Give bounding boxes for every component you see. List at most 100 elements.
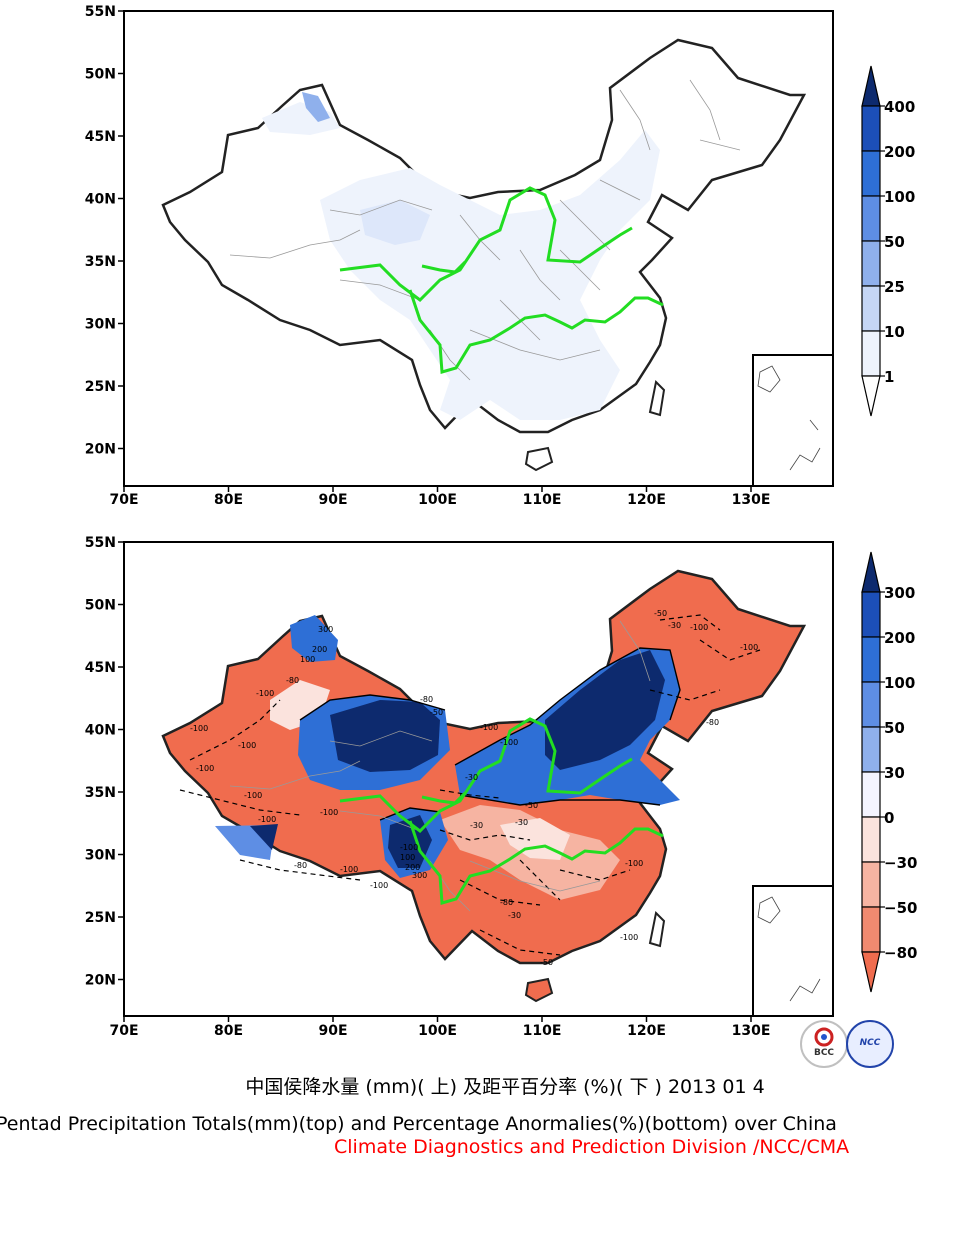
contour-label: -30: [508, 911, 521, 920]
contour-label: -50: [525, 801, 538, 810]
colorbar-label: 1: [884, 368, 894, 386]
contour-label: -100: [256, 689, 274, 698]
contour-label: -100: [320, 808, 338, 817]
contour-label: -100: [244, 791, 262, 800]
lat-tick-label: 55N: [85, 535, 116, 551]
lon-tick-label: 130E: [732, 1023, 771, 1039]
lat-tick-label: 35N: [85, 254, 116, 270]
anomaly-positive-xinjiang: [290, 615, 338, 662]
contour-label: -100: [620, 933, 638, 942]
contour-label: 300: [318, 625, 333, 634]
latitude-ticks: 55N 50N 45N 40N 35N 30N 25N 20N: [85, 4, 124, 458]
longitude-ticks: 70E 80E 90E 100E 110E 120E 130E: [109, 486, 770, 508]
colorbar-segment: [861, 861, 881, 908]
precip-moderate-spot: [302, 92, 330, 122]
province-boundaries: [229, 79, 741, 381]
colorbar-bottom-arrow: [861, 375, 881, 417]
contour-label: -100: [196, 764, 214, 773]
lon-tick-label: 110E: [523, 492, 562, 508]
contour-label: -30: [668, 621, 681, 630]
south-china-sea-inset: [752, 885, 834, 1017]
anomaly-high-tibet-west: [250, 824, 278, 850]
lon-tick-label: 80E: [214, 1023, 243, 1039]
yellow-river-branch: [421, 791, 467, 805]
lon-tick-label: 110E: [523, 1023, 562, 1039]
colorbar-top-arrow: [861, 65, 881, 107]
colorbar-label: 300: [884, 584, 915, 602]
contour-label: -100: [340, 865, 358, 874]
lat-tick-label: 50N: [85, 598, 116, 614]
colorbar-label: 100: [884, 674, 915, 692]
lon-tick-label: 70E: [109, 492, 138, 508]
yellow-river: [339, 186, 633, 302]
contour-label: -80: [420, 695, 433, 704]
lat-tick-label: 40N: [85, 192, 116, 208]
lat-tick-label: 30N: [85, 317, 116, 333]
contour-label: 100: [400, 853, 415, 862]
contour-label: -30: [470, 821, 483, 830]
precipitation-colorbar: 400 200 100 50 25 10 1: [861, 65, 915, 417]
colorbar-segment: [861, 636, 881, 683]
map-frame: [123, 541, 834, 1017]
lat-tick-label: 40N: [85, 723, 116, 739]
ncc-logo-text: NCC: [859, 1038, 881, 1048]
colorbar-label: 30: [884, 764, 905, 782]
map-frame: [123, 10, 834, 487]
anomaly-high-qinghai: [330, 700, 440, 772]
latitude-ticks: 55N 50N 45N 40N 35N 30N 25N 20N: [85, 535, 124, 989]
lat-tick-label: 30N: [85, 848, 116, 864]
contour-label: -50: [540, 958, 553, 967]
taiwan-island: [648, 379, 666, 417]
colorbar-top-arrow: [861, 551, 881, 593]
rivers: [339, 186, 664, 374]
colorbar-label: −30: [884, 854, 917, 872]
anomaly-high-north-china: [545, 650, 665, 770]
lat-tick-label: 20N: [85, 442, 116, 458]
colorbar-label: 50: [884, 233, 905, 251]
colorbar-segment: [861, 105, 881, 152]
colorbar-label: −50: [884, 899, 917, 917]
lat-tick-label: 45N: [85, 660, 116, 676]
lat-tick-label: 45N: [85, 129, 116, 145]
dashed-contours: [179, 614, 761, 956]
contour-label: -100: [625, 859, 643, 868]
contour-label: 300: [412, 871, 427, 880]
hainan-island: [524, 446, 554, 472]
lat-tick-label: 50N: [85, 67, 116, 83]
contour-label: -80: [286, 676, 299, 685]
contour-label: -30: [465, 773, 478, 782]
rivers: [339, 717, 664, 905]
colorbar-label: 0: [884, 809, 894, 827]
bcc-logo-text: BCC: [813, 1048, 835, 1058]
contour-label: -50: [430, 708, 443, 717]
colorbar-segment: [861, 771, 881, 818]
colorbar-bottom-arrow: [861, 951, 881, 993]
yangtze-river: [408, 820, 664, 905]
colorbar-segment: [861, 681, 881, 728]
contour-label: -80: [706, 718, 719, 727]
lat-tick-label: 55N: [85, 4, 116, 20]
lon-tick-label: 130E: [732, 492, 771, 508]
ncc-logo: NCC: [846, 1020, 894, 1068]
lon-tick-label: 70E: [109, 1023, 138, 1039]
contour-label: -100: [500, 738, 518, 747]
anomaly-map-panel: -100-100-80-100-100-100-100-100-80 -100-1…: [85, 535, 918, 1039]
colorbar-segment: [861, 285, 881, 332]
contour-label: -30: [515, 818, 528, 827]
hainan-island: [524, 977, 554, 1003]
contour-label: -80: [294, 861, 307, 870]
colorbar-segment: [861, 150, 881, 197]
colorbar-segment: [861, 726, 881, 773]
contour-label: 200: [405, 863, 420, 872]
contour-label: -80: [500, 898, 513, 907]
lat-tick-label: 25N: [85, 910, 116, 926]
south-china-sea-inset: [752, 354, 834, 487]
colorbar-label: −80: [884, 944, 917, 962]
lon-tick-label: 120E: [627, 492, 666, 508]
contour-labels: -100-100-80-100-100-100-100-100-80 -100-1…: [190, 609, 758, 967]
lat-tick-label: 25N: [85, 379, 116, 395]
contour-label: -100: [480, 723, 498, 732]
precip-light-region-sichuan: [360, 200, 430, 245]
